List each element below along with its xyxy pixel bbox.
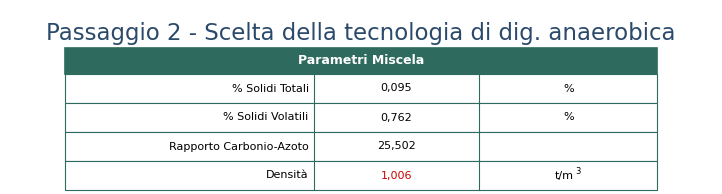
- Bar: [65, 74, 657, 103]
- Text: 0,762: 0,762: [380, 113, 412, 122]
- Bar: [65, 161, 657, 190]
- Text: % Solidi Totali: % Solidi Totali: [232, 83, 308, 94]
- Text: Parametri Miscela: Parametri Miscela: [298, 55, 424, 68]
- Bar: [65, 103, 657, 132]
- Text: t/m: t/m: [554, 171, 574, 180]
- Text: Rapporto Carbonio-Azoto: Rapporto Carbonio-Azoto: [169, 141, 308, 152]
- Text: 1,006: 1,006: [380, 171, 412, 180]
- Text: %: %: [563, 113, 573, 122]
- Text: Passaggio 2 - Scelta della tecnologia di dig. anaerobica: Passaggio 2 - Scelta della tecnologia di…: [46, 22, 676, 45]
- Text: 25,502: 25,502: [377, 141, 416, 152]
- Text: 0,095: 0,095: [380, 83, 412, 94]
- Text: Densità: Densità: [266, 171, 308, 180]
- Bar: [65, 132, 657, 161]
- Text: %: %: [563, 83, 573, 94]
- Text: 3: 3: [575, 167, 581, 176]
- Bar: [65, 48, 657, 74]
- Text: % Solidi Volatili: % Solidi Volatili: [223, 113, 308, 122]
